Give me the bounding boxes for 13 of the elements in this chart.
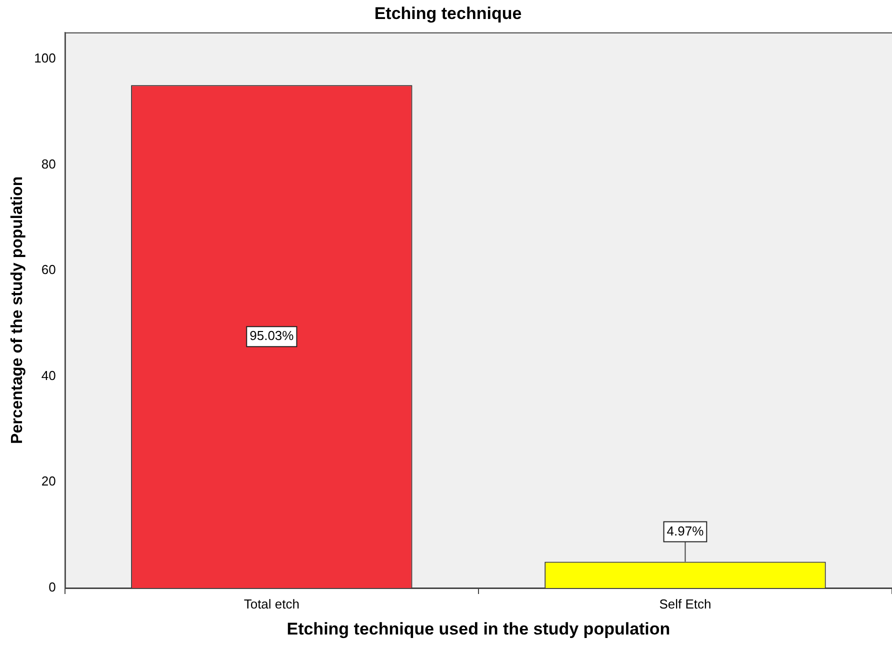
- y-axis-title: Percentage of the study population: [9, 176, 26, 444]
- y-tick-label: 0: [48, 580, 56, 595]
- y-tick-label: 40: [41, 368, 56, 383]
- x-axis-title: Etching technique used in the study population: [286, 619, 670, 638]
- y-tick-label: 100: [34, 50, 56, 66]
- x-tick-label: Self Etch: [659, 596, 712, 612]
- y-tick-label: 80: [41, 156, 56, 172]
- chart-title: Etching technique: [374, 4, 522, 23]
- data-label: 95.03%: [250, 328, 294, 344]
- y-tick-label: 60: [41, 262, 56, 278]
- y-tick-label: 20: [41, 474, 56, 489]
- data-label: 4.97%: [666, 523, 704, 538]
- x-tick-label: Total etch: [244, 596, 300, 612]
